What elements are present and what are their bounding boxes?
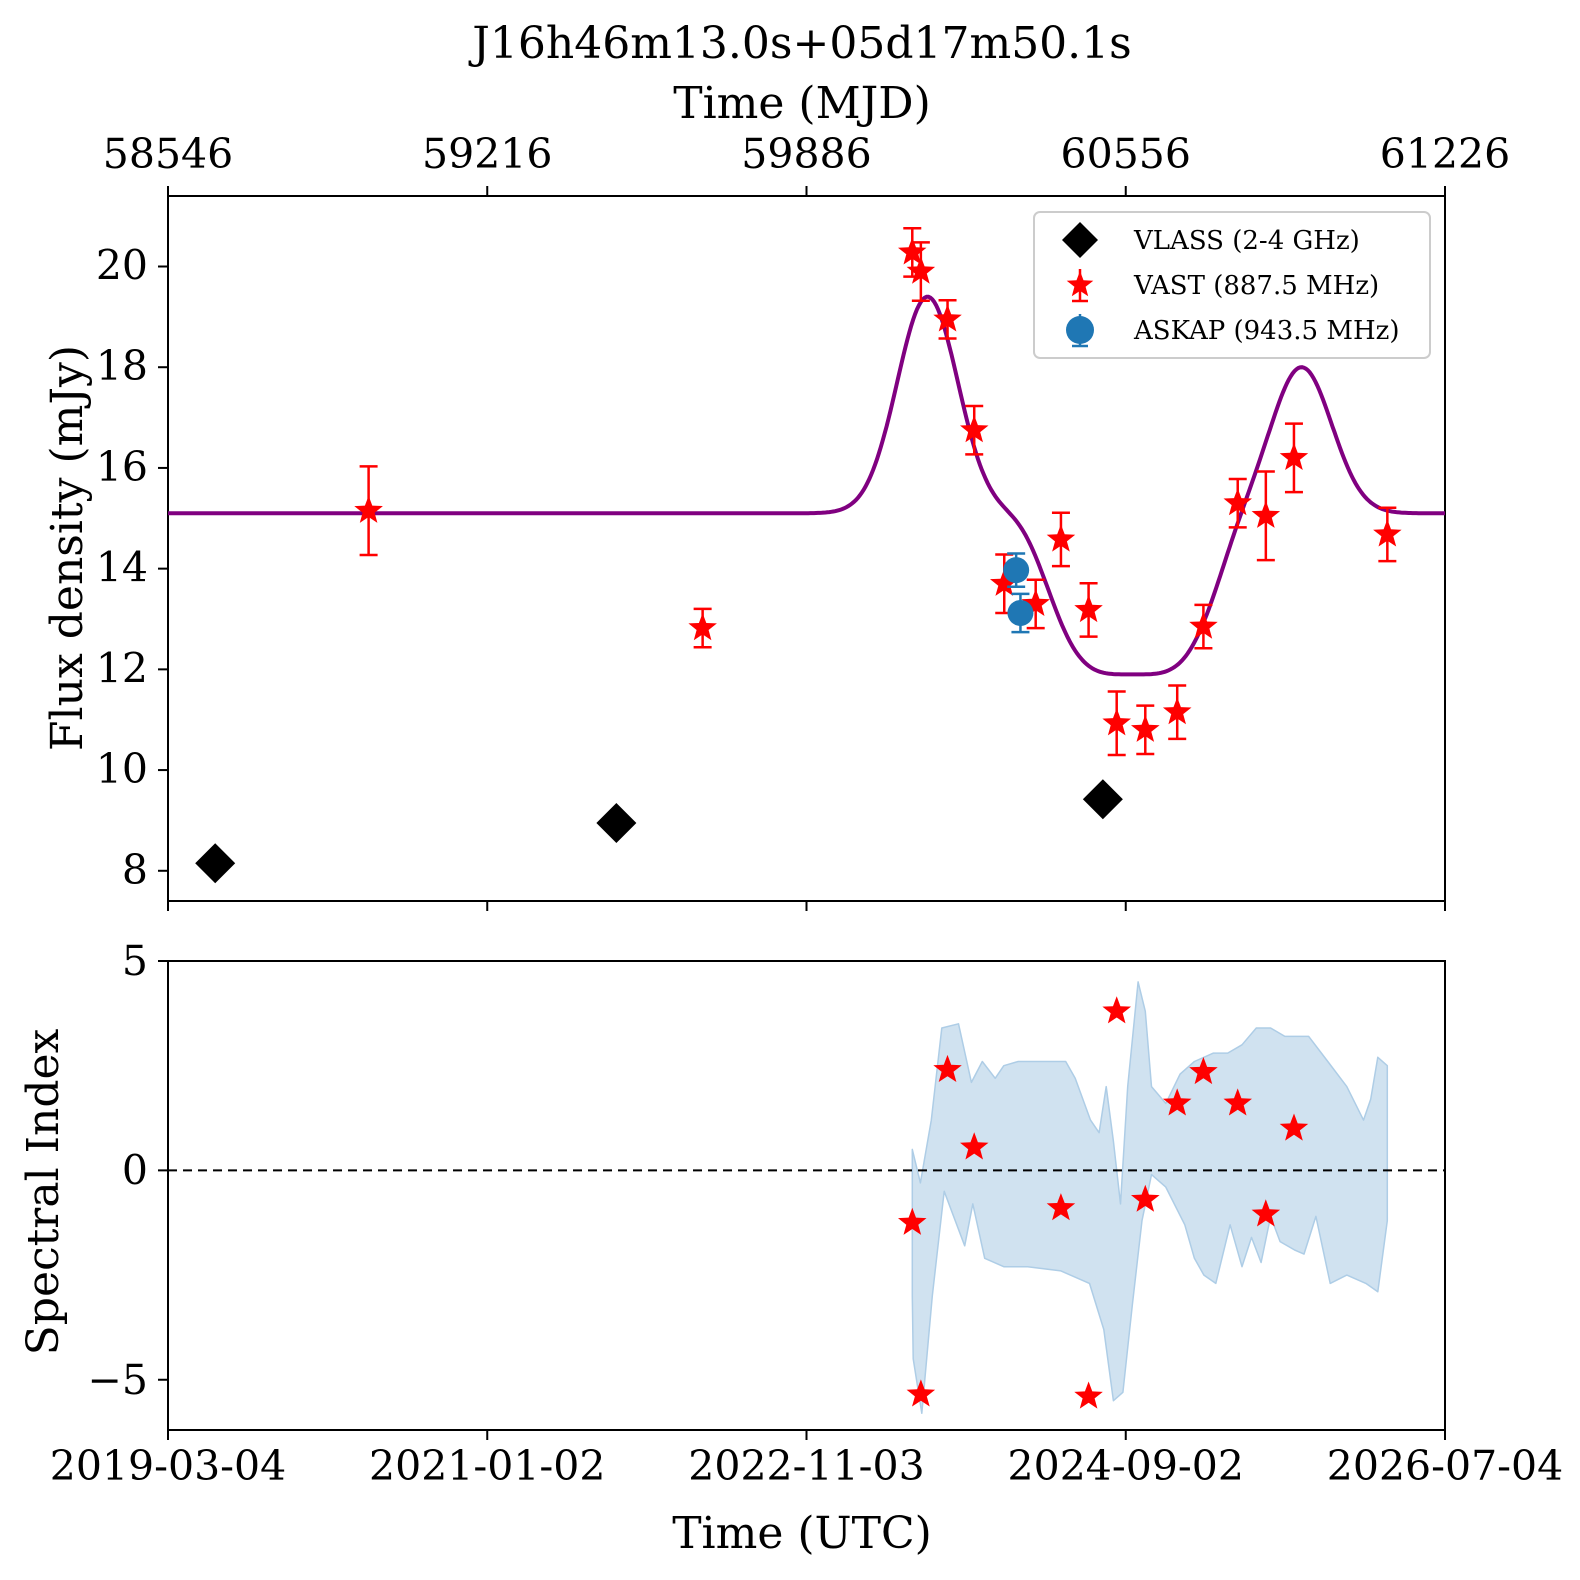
date-tick-label: 2024-09-02: [1008, 1442, 1244, 1490]
spectral-index-point: [1131, 1184, 1160, 1212]
spectral-index-point: [898, 1207, 927, 1235]
flux-tick-label: 20: [96, 242, 148, 290]
spectral-index-point: [933, 1054, 962, 1082]
vast-flux-point: [354, 495, 383, 523]
model-curve: [168, 294, 1445, 677]
vast-flux-point: [1046, 524, 1076, 552]
vast-flux-point: [1162, 697, 1192, 725]
spectral-index-point: [1162, 1088, 1192, 1116]
spectral-index-point: [1223, 1088, 1252, 1116]
mjd-tick-label: 59216: [422, 130, 552, 178]
spectral-index-point: [906, 1379, 936, 1407]
top-x-axis-label: Time (MJD): [673, 78, 930, 129]
vast-flux-point: [1279, 442, 1309, 470]
askap-flux-point: [1003, 557, 1030, 584]
legend-vast-marker: [1066, 271, 1094, 297]
date-tick-label: 2021-01-02: [369, 1442, 605, 1490]
flux-axis-label: Flux density (mJy): [42, 345, 93, 751]
vast-flux-point: [906, 256, 936, 284]
vast-flux-point: [1189, 611, 1218, 639]
spectral-index-point: [1046, 1193, 1076, 1221]
spectral-index-point: [1189, 1057, 1218, 1085]
mjd-tick-label: 59886: [741, 130, 871, 178]
vast-flux-point: [1373, 519, 1402, 547]
spectral-index-point: [1279, 1113, 1309, 1141]
flux-tick-label: 14: [96, 544, 148, 592]
legend-askap-marker: [1066, 316, 1094, 344]
spectral-tick-label: −5: [88, 1356, 148, 1404]
spectral-panel-marks: [168, 981, 1445, 1415]
vast-flux-point: [1102, 708, 1131, 736]
spectral-index-point: [1251, 1199, 1281, 1227]
date-tick-label: 2026-07-04: [1327, 1442, 1563, 1490]
mjd-tick-label: 61226: [1380, 130, 1510, 178]
spectral-index-point: [1074, 1381, 1103, 1409]
mjd-tick-label: 60556: [1061, 130, 1191, 178]
vast-flux-point: [990, 568, 1019, 596]
legend: VLASS (2-4 GHz) VAST (887.5 MHz) ASKAP (94…: [1033, 211, 1431, 359]
flux-panel-bottom-ticks: [167, 901, 1446, 911]
flux-tick-label: 16: [96, 443, 148, 491]
spectral-index-panel: 2019-03-04 2021-01-02 2022-11-03 2024-09-02…: [18, 937, 1563, 1559]
spectral-index-point: [1102, 996, 1131, 1024]
vast-flux-point: [688, 613, 717, 641]
legend-vlass-marker: [1062, 222, 1098, 258]
spectral-index-point: [960, 1132, 989, 1160]
legend-items: VLASS (2-4 GHz) VAST (887.5 MHz) ASKAP (94…: [1062, 222, 1399, 348]
legend-label: ASKAP (943.5 MHz): [1133, 316, 1399, 346]
vast-flux-point: [1021, 588, 1050, 616]
uncertainty-band: [911, 981, 1389, 1415]
chart-title: J16h46m13.0s+05d17m50.1s: [468, 18, 1132, 69]
mjd-tick-label: 58546: [103, 130, 233, 178]
vlass-flux-point: [195, 843, 236, 884]
vast-flux-point: [898, 237, 927, 265]
spectral-panel-x-ticks: 2019-03-04 2021-01-02 2022-11-03 2024-09-02…: [50, 1430, 1563, 1490]
vast-flux-point: [1131, 714, 1160, 742]
spectral-axis-label: Spectral Index: [18, 1028, 69, 1355]
vlass-flux-point: [1082, 779, 1123, 820]
date-tick-label: 2019-03-04: [50, 1442, 286, 1490]
askap-flux-point: [1007, 599, 1034, 626]
flux-tick-label: 12: [96, 644, 148, 692]
flux-panel-mjd-ticks: 58546 59216 59886 60556 61226: [103, 130, 1510, 196]
flux-tick-label: 10: [96, 745, 148, 793]
legend-label: VLASS (2-4 GHz): [1133, 226, 1360, 256]
flux-panel: 58546 59216 59886 60556 61226 8101214161820 …: [42, 130, 1510, 911]
flux-tick-label: 18: [96, 342, 148, 390]
vast-flux-point: [1251, 500, 1281, 528]
flux-panel-y-ticks: 8 10 12 14 16 18 20: [96, 242, 168, 894]
vast-flux-point: [960, 415, 989, 443]
spectral-tick-label: 0: [122, 1146, 148, 1194]
bottom-x-axis-label: Time (UTC): [672, 1508, 932, 1559]
vast-flux-point: [1074, 594, 1103, 623]
flux-tick-label: 8: [122, 846, 148, 894]
vlass-flux-point: [596, 802, 637, 843]
legend-label: VAST (887.5 MHz): [1133, 271, 1379, 301]
date-tick-label: 2022-11-03: [688, 1442, 924, 1490]
flux-panel-marks: [168, 226, 1445, 884]
spectral-panel-y-ticks: 5 0 −5: [88, 937, 168, 1404]
vast-flux-point: [1223, 488, 1252, 516]
spectral-tick-label: 5: [122, 937, 148, 985]
vast-flux-point: [933, 304, 962, 332]
legend-box: [1033, 211, 1431, 359]
